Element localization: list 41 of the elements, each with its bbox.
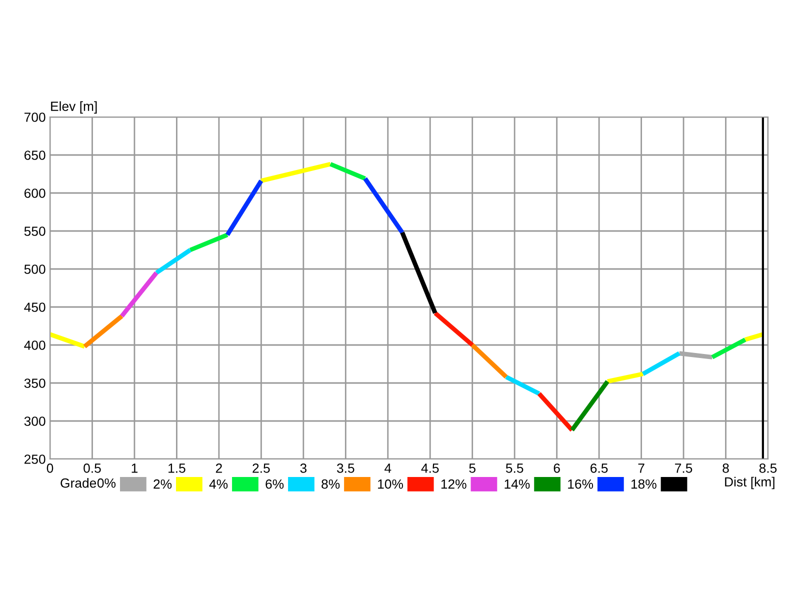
y-tick-label: 700 [24,112,46,122]
text: 0% [97,478,116,488]
y-tick-label: 450 [24,302,46,312]
y-tick-label: 250 [24,454,46,464]
x-tick-label: 6.5 [590,464,608,473]
x-tick-label: 5.5 [506,464,524,473]
y-tick-label: 300 [24,416,46,426]
x-tick-label: 1 [132,464,138,473]
x-tick-label: 4 [384,464,392,473]
y-tick-label: 500 [24,264,46,274]
y-axis-title: Elev [m] [51,101,97,114]
x-tick-label: 8.5 [759,464,777,473]
x-tick-label: 0 [46,464,54,473]
legend-title: Grade [60,478,96,488]
x-tick-label: 4.5 [421,464,439,473]
y-tick-label: 400 [24,340,46,350]
legend-label: 6% [266,479,284,489]
x-tick-label: 0.5 [84,464,101,473]
x-tick-label: 2 [216,464,222,473]
x-tick-label: 7 [638,464,644,473]
x-axis-title: Dist [km] [725,476,774,490]
x-tick-label: 8 [722,464,729,473]
x-tick-label: 3.5 [336,464,354,473]
legend-label: 4% [209,479,228,489]
x-tick-label: 5 [469,464,476,473]
x-tick-label: 7.5 [675,464,692,473]
y-tick-label: 550 [24,226,46,236]
x-tick-label: 6 [554,464,560,473]
legend-label: 14% [504,479,530,489]
legend-label: 18% [631,479,656,489]
legend-label: 12% [441,479,466,489]
y-tick-label: 350 [24,378,46,388]
x-tick-label: 1.5 [168,464,186,473]
legend-label: 10% [378,479,403,489]
y-tick-label: 600 [24,188,46,198]
legend-label: 8% [322,479,340,489]
legend-label: 16% [568,479,594,489]
y-tick-label: 650 [24,150,46,160]
x-tick-label: 3 [300,464,306,473]
legend-label: 2% [154,479,172,489]
x-tick-label: 2.5 [252,464,270,473]
